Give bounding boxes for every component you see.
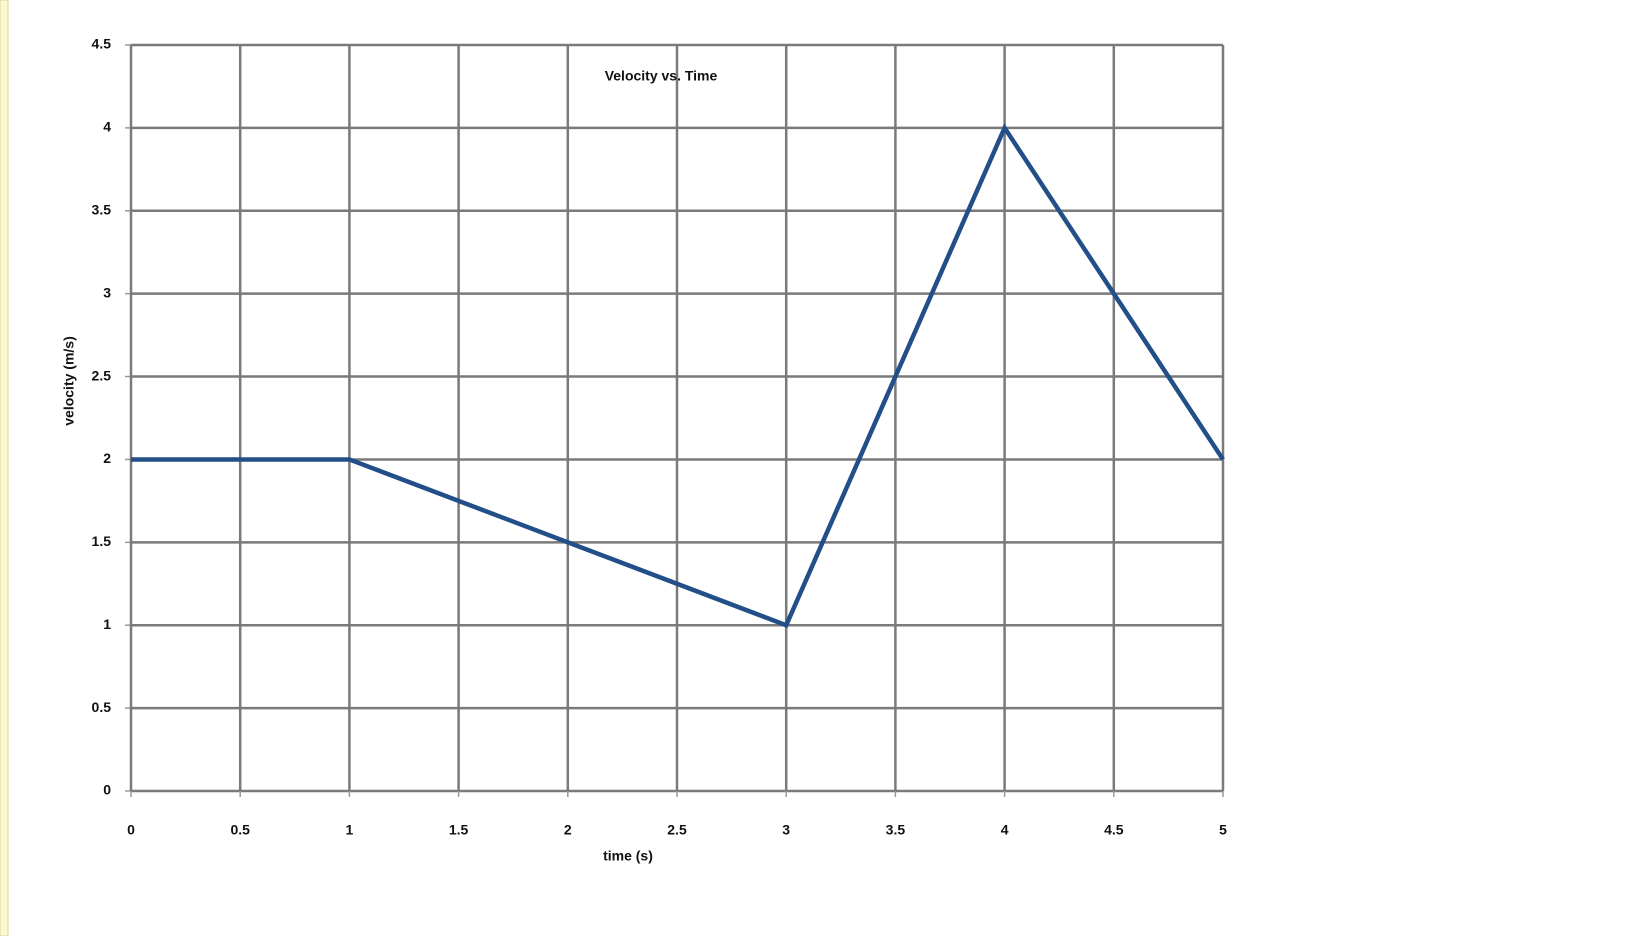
y-tick-label: 0 xyxy=(103,782,111,798)
y-axis-label: velocity (m/s) xyxy=(61,336,77,425)
y-tick-label: 0.5 xyxy=(92,699,112,715)
x-tick-label: 1 xyxy=(346,822,354,838)
x-tick-label: 3.5 xyxy=(886,822,906,838)
x-axis-label: time (s) xyxy=(603,848,653,864)
y-tick-label: 2 xyxy=(103,450,111,466)
y-tick-label: 4.5 xyxy=(92,36,112,52)
x-tick-label: 5 xyxy=(1219,822,1227,838)
x-tick-label: 2.5 xyxy=(667,822,687,838)
data-line xyxy=(131,123,1225,629)
plot: 0 0.5 1 1.5 2 2.5 3 3.5 4 4.5 0 0.5 1 1.5 2 2.5 3 3.5 4 4.5… xyxy=(92,36,1228,838)
chart-title: Velocity vs. Time xyxy=(605,68,718,84)
x-tick-label: 0 xyxy=(127,822,135,838)
y-tick-label: 3.5 xyxy=(92,201,112,217)
y-tick-label: 2.5 xyxy=(92,367,112,383)
x-tick-label: 3 xyxy=(782,822,790,838)
side-strip xyxy=(0,0,9,936)
y-tick-label: 4 xyxy=(103,119,111,135)
x-tick-label: 2 xyxy=(564,822,572,838)
x-tick-label: 1.5 xyxy=(449,822,469,838)
x-tick-label: 4.5 xyxy=(1104,822,1124,838)
y-tick-label: 1.5 xyxy=(92,533,112,549)
y-tick-label: 1 xyxy=(103,616,111,632)
x-tick-label: 0.5 xyxy=(230,822,250,838)
y-tick-label: 3 xyxy=(103,284,111,300)
x-tick-label: 4 xyxy=(1001,822,1009,838)
